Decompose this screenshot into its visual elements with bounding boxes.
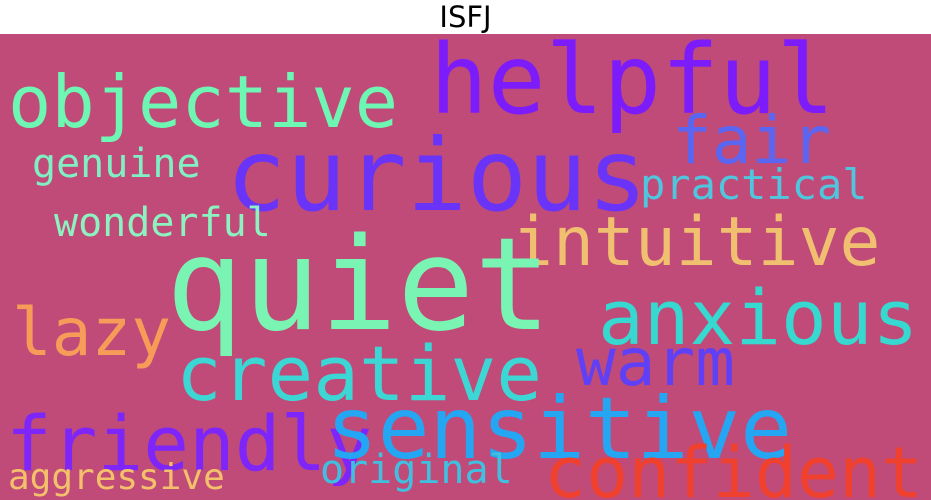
word-aggressive: aggressive (8, 457, 225, 498)
word-friendly: friendly (6, 399, 373, 488)
word-sensitive: sensitive (326, 379, 792, 479)
word-lazy: lazy (12, 294, 171, 371)
word-confident: confident (544, 432, 924, 500)
word-helpful: helpful (430, 34, 835, 136)
word-cloud: objective helpful fair genuine curious p… (0, 34, 931, 500)
word-anxious: anxious (598, 273, 919, 362)
word-fair: fair (672, 102, 831, 179)
word-creative: creative (176, 329, 543, 418)
word-genuine: genuine (32, 141, 201, 187)
word-objective: objective (8, 60, 399, 144)
word-warm: warm (576, 324, 735, 401)
word-practical: practical (640, 160, 868, 209)
word-original: original (320, 447, 513, 493)
word-intuitive: intuitive (512, 203, 881, 282)
chart-title: ISFJ (439, 0, 492, 34)
word-quiet: quiet (166, 211, 552, 360)
word-wonderful: wonderful (54, 200, 271, 246)
word-curious: curious (226, 117, 648, 234)
